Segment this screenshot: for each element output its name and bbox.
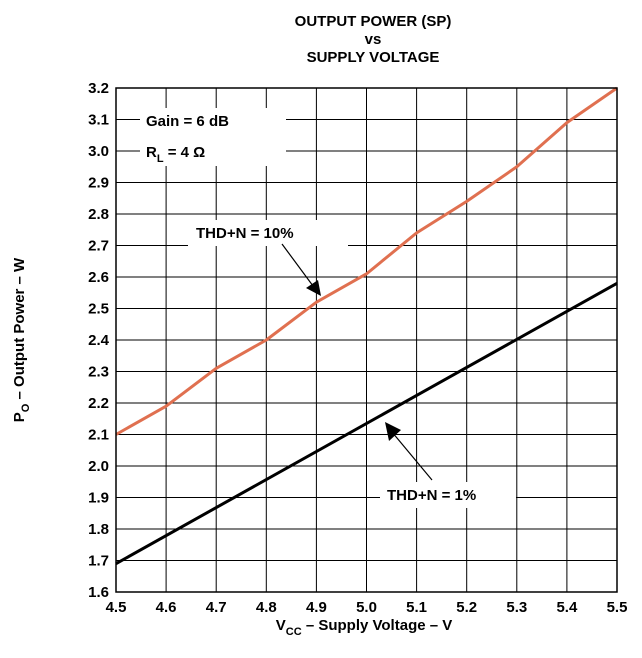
y-tick-label: 3.1 — [88, 112, 109, 129]
series-lines — [115, 86, 618, 565]
y-axis-label-sub: O — [20, 403, 32, 412]
legend-box-background — [140, 108, 286, 166]
y-tick-label: 2.3 — [88, 364, 109, 381]
gain-annotation: Gain = 6 dB — [146, 113, 229, 130]
arrow-thd-1 — [385, 422, 433, 481]
y-tick-label: 2.8 — [88, 206, 109, 223]
chart-title-line-2: vs — [365, 31, 382, 48]
x-axis-label: VCC – Supply Voltage – V — [276, 617, 453, 638]
y-tick-label: 2.5 — [88, 301, 109, 318]
label-thd-10-background — [188, 220, 348, 246]
x-axis-label-main: V — [276, 617, 286, 634]
y-tick-label: 2.1 — [88, 427, 109, 444]
series-line-1 — [115, 281, 618, 565]
x-tick-label: 5.1 — [406, 599, 427, 616]
x-tick-label: 4.7 — [206, 599, 227, 616]
x-tick-label: 5.3 — [506, 599, 527, 616]
x-tick-label: 4.6 — [156, 599, 177, 616]
rl-rest: = 4 Ω — [164, 144, 206, 161]
chart-title: OUTPUT POWER (SP) vs SUPPLY VOLTAGE — [295, 13, 452, 66]
x-tick-label: 5.2 — [456, 599, 477, 616]
rl-main: R — [146, 144, 157, 161]
series-label-thd-10: THD+N = 10% — [196, 225, 294, 242]
x-tick-label: 5.0 — [356, 599, 377, 616]
rl-sub: L — [157, 153, 164, 165]
x-tick-label: 4.9 — [306, 599, 327, 616]
x-tick-label: 5.5 — [607, 599, 628, 616]
label-thd-1-background — [380, 482, 516, 508]
chart-title-line-3: SUPPLY VOLTAGE — [307, 49, 440, 66]
rl-annotation: RL = 4 Ω — [146, 144, 205, 165]
x-tick-label: 4.8 — [256, 599, 277, 616]
y-axis-label: PO – Output Power – W — [11, 257, 32, 422]
series-line-0 — [115, 86, 618, 436]
series-label-thd-1: THD+N = 1% — [387, 487, 476, 504]
y-tick-label: 1.9 — [88, 490, 109, 507]
x-axis-label-rest: – Supply Voltage – V — [302, 617, 453, 634]
y-tick-label: 1.8 — [88, 521, 109, 538]
y-tick-label: 2.9 — [88, 175, 109, 192]
y-tick-label: 1.6 — [88, 584, 109, 601]
y-axis-label-main: P — [11, 412, 28, 422]
y-tick-labels: 1.6 1.7 1.8 1.9 2.0 2.1 2.2 2.3 2.4 2.5 2.6 2.7 2.8 2… — [88, 80, 110, 601]
y-tick-label: 2.0 — [88, 458, 109, 475]
y-tick-label: 2.6 — [88, 269, 109, 286]
y-tick-label: 2.7 — [88, 238, 109, 255]
y-tick-label: 1.7 — [88, 553, 109, 570]
arrow-thd-10 — [281, 243, 321, 296]
x-axis-label-sub: CC — [286, 626, 302, 638]
y-tick-label: 2.2 — [88, 395, 109, 412]
plot-frame — [115, 87, 618, 593]
y-tick-label: 2.4 — [88, 332, 110, 349]
x-tick-label: 5.4 — [556, 599, 578, 616]
x-tick-label: 4.5 — [106, 599, 127, 616]
x-tick-labels: 4.5 4.6 4.7 4.8 4.9 5.0 5.1 5.2 5.3 5.4 5.5 — [106, 599, 628, 616]
y-tick-label: 3.2 — [88, 80, 109, 97]
chart-title-line-1: OUTPUT POWER (SP) — [295, 13, 452, 30]
y-tick-label: 3.0 — [88, 143, 109, 160]
y-axis-label-rest: – Output Power – W — [11, 257, 28, 404]
annotation-backgrounds — [140, 108, 516, 508]
